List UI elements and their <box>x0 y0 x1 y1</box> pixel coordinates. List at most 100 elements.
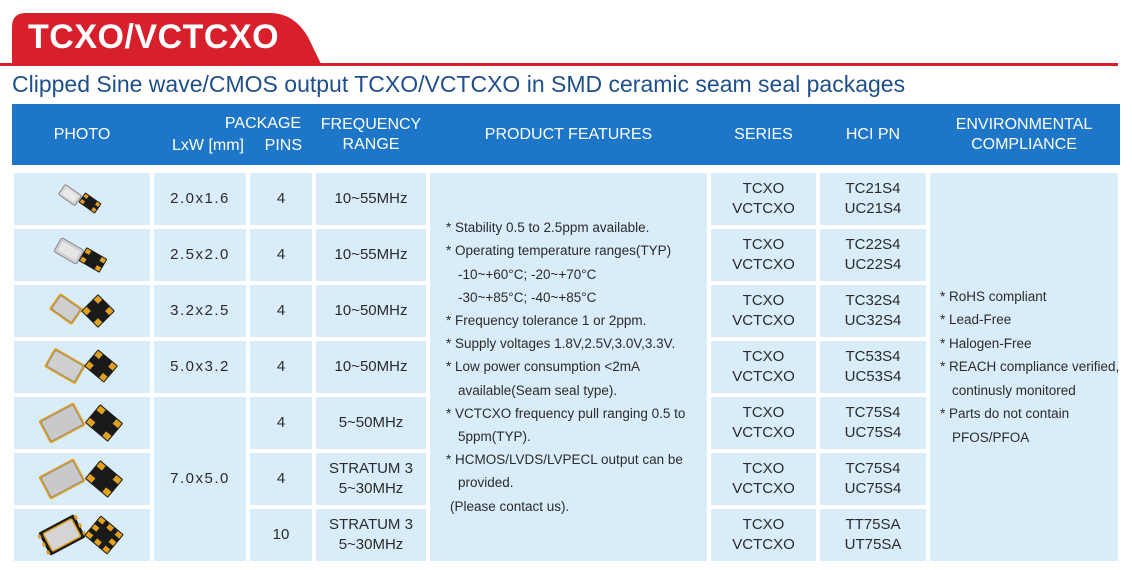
frequency-cell: STRATUM 3 5~30MHz <box>314 507 428 563</box>
series-cell: TCXO VCTCXO <box>709 395 818 451</box>
feature-line: (Please contact us). <box>450 498 570 514</box>
size-cell: 5.0x3.2 <box>152 339 248 395</box>
crystal-7050-icon <box>38 402 123 444</box>
frequency-cell: 10~50MHz <box>314 339 428 395</box>
features-cell: * Stability 0.5 to 2.5ppm available. * O… <box>428 171 709 563</box>
photo-cell <box>12 395 152 451</box>
series-line2: VCTCXO <box>732 480 795 497</box>
feature-line: * Supply voltages 1.8V,2.5V,3.0V,3.3V. <box>446 336 676 352</box>
series-cell: TCXO VCTCXO <box>709 451 818 507</box>
series-cell: TCXO VCTCXO <box>709 227 818 283</box>
pn-line1: TC75S4 <box>845 404 901 421</box>
feature-line: provided. <box>458 475 514 491</box>
series-line1: TCXO <box>742 348 785 365</box>
series-line1: TCXO <box>742 180 785 197</box>
size-cell: 7.0x5.0 <box>152 395 248 563</box>
table-header-row: PHOTO PACKAGE LxW [mm] PINS FREQUENCY RA… <box>12 104 1120 165</box>
table-row: 2.0x1.6 4 10~55MHz * Stability 0.5 to 2.… <box>12 171 1120 563</box>
series-line2: VCTCXO <box>732 200 795 217</box>
hci-pn-cell: TT75SA UT75SA <box>818 507 928 563</box>
pn-line2: UC32S4 <box>844 312 902 329</box>
crystal-7050-icon <box>38 458 123 500</box>
photo-cell <box>12 227 152 283</box>
feature-line: available(Seam seal type). <box>458 382 618 398</box>
frequency-cell: 5~50MHz <box>314 395 428 451</box>
pn-line2: UC75S4 <box>844 424 902 441</box>
feature-line: -10~+60°C; -20~+70°C <box>458 266 597 282</box>
feature-line: 5ppm(TYP). <box>458 429 531 444</box>
frequency-cell: 10~55MHz <box>314 227 428 283</box>
hci-pn-cell: TC21S4 UC21S4 <box>818 171 928 227</box>
crystal-2016-icon <box>58 184 102 214</box>
frequency-line2: 5~30MHz <box>338 480 404 497</box>
pn-line1: TT75SA <box>845 516 901 533</box>
pn-line1: TC53S4 <box>845 348 901 365</box>
series-cell: TCXO VCTCXO <box>709 171 818 227</box>
feature-line: * Operating temperature ranges(TYP) <box>446 243 672 259</box>
frequency-cell: STRATUM 3 5~30MHz <box>314 451 428 507</box>
pins-cell: 4 <box>248 227 314 283</box>
header-frequency: FREQUENCY RANGE <box>314 104 428 165</box>
header-frequency-line1: FREQUENCY <box>320 115 422 133</box>
series-line2: VCTCXO <box>732 536 795 553</box>
series-line1: TCXO <box>742 292 785 309</box>
env-line: * Parts do not contain <box>940 406 1070 422</box>
hci-pn-cell: TC53S4 UC53S4 <box>818 339 928 395</box>
header-env-line1: ENVIRONMENTAL <box>955 115 1093 133</box>
hci-pn-cell: TC75S4 UC75S4 <box>818 451 928 507</box>
photo-cell <box>12 339 152 395</box>
header-frequency-line2: RANGE <box>342 135 400 153</box>
pn-line2: UC53S4 <box>844 368 902 385</box>
pn-line2: UC75S4 <box>844 480 902 497</box>
header-photo: PHOTO <box>12 104 152 165</box>
feature-line: * HCMOS/LVDS/LVPECL output can be <box>446 452 683 468</box>
header-pins: PINS <box>264 136 302 154</box>
page-title: TCXO/VCTCXO <box>28 18 280 56</box>
header-series: SERIES <box>709 104 818 165</box>
pn-line1: TC22S4 <box>845 236 901 253</box>
crystal-3225-icon <box>49 293 115 328</box>
environmental-cell: * RoHS compliant * Lead-Free * Halogen-F… <box>928 171 1120 563</box>
header-environmental: ENVIRONMENTAL COMPLIANCE <box>928 104 1120 165</box>
photo-cell <box>12 283 152 339</box>
page-subtitle: Clipped Sine wave/CMOS output TCXO/VCTCX… <box>12 71 906 97</box>
photo-cell <box>12 451 152 507</box>
feature-line: * Stability 0.5 to 2.5ppm available. <box>446 220 650 236</box>
pins-cell: 4 <box>248 451 314 507</box>
pn-line2: UC21S4 <box>844 200 902 217</box>
feature-line: * Low power consumption <2mA <box>446 359 640 375</box>
header-package: PACKAGE LxW [mm] PINS <box>152 104 314 165</box>
pn-line2: UC22S4 <box>844 256 902 273</box>
frequency-line2: 5~30MHz <box>338 536 404 553</box>
series-line2: VCTCXO <box>732 424 795 441</box>
header-package-label: PACKAGE <box>224 114 302 132</box>
pn-line1: TC75S4 <box>845 460 901 477</box>
table-row: 5.0x3.2 4 10~50MHz TCXO VCTCXO TC53S4 UC… <box>12 339 1120 395</box>
pins-cell: 4 <box>248 395 314 451</box>
table-row: 4 STRATUM 3 5~30MHz TCXO VCTCXO TC75S4 U… <box>12 451 1120 507</box>
crystal-2520-icon <box>53 237 108 273</box>
pn-line1: TC21S4 <box>845 180 901 197</box>
feature-line: * VCTCXO frequency pull ranging 0.5 to <box>446 405 686 421</box>
series-line1: TCXO <box>742 404 785 421</box>
frequency-line1: STRATUM 3 <box>329 516 413 533</box>
pn-line2: UT75SA <box>844 536 902 553</box>
env-line: continusly monitored <box>952 382 1076 398</box>
size-cell: 2.5x2.0 <box>152 227 248 283</box>
pn-line1: TC32S4 <box>845 292 901 309</box>
series-line1: TCXO <box>742 460 785 477</box>
pins-cell: 10 <box>248 507 314 563</box>
crystal-5032-icon <box>44 348 118 384</box>
frequency-line1: STRATUM 3 <box>329 460 413 477</box>
env-line: PFOS/PFOA <box>952 429 1030 445</box>
frequency-cell: 10~50MHz <box>314 283 428 339</box>
feature-line: -30~+85°C; -40~+85°C <box>458 289 597 305</box>
series-line1: TCXO <box>742 236 785 253</box>
header-features: PRODUCT FEATURES <box>428 104 709 165</box>
env-line: * Halogen-Free <box>940 335 1032 351</box>
size-cell: 3.2x2.5 <box>152 283 248 339</box>
series-cell: TCXO VCTCXO <box>709 283 818 339</box>
title-tab-shape <box>12 13 322 66</box>
pins-cell: 4 <box>248 171 314 227</box>
hci-pn-cell: TC32S4 UC32S4 <box>818 283 928 339</box>
